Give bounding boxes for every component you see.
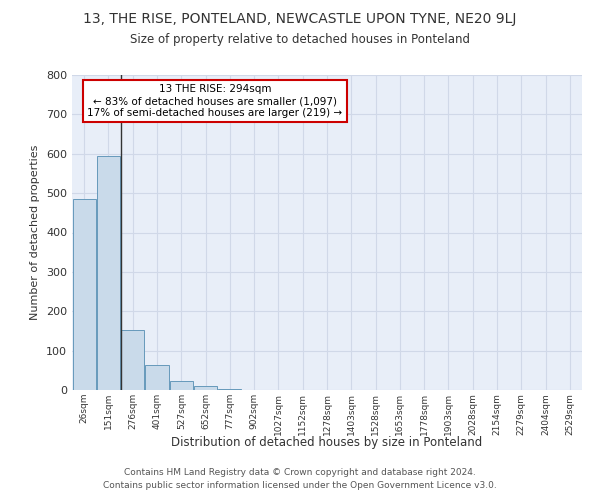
Y-axis label: Number of detached properties: Number of detached properties [31, 145, 40, 320]
Text: 13 THE RISE: 294sqm
← 83% of detached houses are smaller (1,097)
17% of semi-det: 13 THE RISE: 294sqm ← 83% of detached ho… [87, 84, 343, 117]
Text: 13, THE RISE, PONTELAND, NEWCASTLE UPON TYNE, NE20 9LJ: 13, THE RISE, PONTELAND, NEWCASTLE UPON … [83, 12, 517, 26]
Bar [218, 389, 241, 390]
Bar [97, 156, 120, 390]
Text: Contains public sector information licensed under the Open Government Licence v3: Contains public sector information licen… [103, 480, 497, 490]
Bar [145, 365, 169, 390]
Bar [194, 386, 217, 390]
Text: Size of property relative to detached houses in Ponteland: Size of property relative to detached ho… [130, 32, 470, 46]
Bar [121, 330, 144, 390]
Bar [73, 199, 95, 390]
Text: Distribution of detached houses by size in Ponteland: Distribution of detached houses by size … [172, 436, 482, 449]
Text: Contains HM Land Registry data © Crown copyright and database right 2024.: Contains HM Land Registry data © Crown c… [124, 468, 476, 477]
Bar [170, 382, 193, 390]
